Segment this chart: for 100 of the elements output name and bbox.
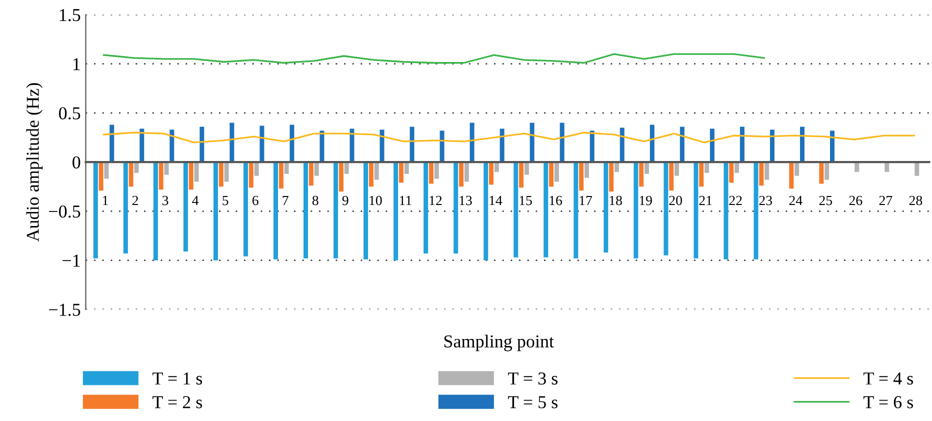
y-tick-label: 1 [73, 58, 80, 70]
bar [794, 162, 800, 176]
bar [123, 162, 128, 254]
x-tick-label: 11 [400, 196, 412, 206]
bar [704, 162, 710, 173]
bar [224, 162, 229, 182]
bar [914, 162, 920, 176]
bar [729, 162, 734, 183]
bar [770, 130, 774, 162]
bar [230, 122, 234, 162]
x-tick-label: 5 [222, 196, 228, 206]
legend-label: T = 2 s [152, 396, 202, 408]
bar [560, 122, 564, 162]
x-tick-label: 7 [282, 196, 288, 206]
bar [639, 162, 644, 187]
x-tick-label: 6 [252, 196, 258, 206]
bar [440, 130, 444, 162]
bar [590, 130, 594, 162]
x-tick-label: 22 [729, 196, 742, 206]
x-tick-label: 28 [909, 196, 922, 206]
bar [514, 162, 518, 258]
bar [200, 126, 204, 162]
y-tick-label: 1.5 [60, 9, 80, 22]
bar [254, 162, 259, 176]
legend-label: T = 4 s [863, 372, 913, 385]
bar [248, 162, 254, 188]
bar [519, 162, 524, 188]
bar [398, 162, 404, 183]
bar [549, 162, 554, 187]
bar [188, 162, 194, 190]
bar [464, 162, 469, 182]
bar [740, 126, 744, 162]
bar [428, 162, 434, 184]
x-tick-label: 25 [819, 196, 832, 206]
x-tick-label: 24 [789, 196, 802, 206]
y-tick-label: −0.5 [49, 205, 80, 218]
y-tick-label: −1 [62, 254, 80, 267]
bar [459, 162, 464, 187]
bar [500, 128, 504, 162]
bar [290, 124, 294, 162]
x-tick-label: 10 [370, 196, 382, 206]
bar [140, 128, 144, 162]
x-tick-label: 21 [699, 196, 712, 206]
legend-label: T = 1 s [152, 372, 202, 385]
bar [754, 162, 758, 260]
bar [694, 162, 698, 258]
x-axis-title: Sampling point [444, 334, 554, 352]
bar [764, 162, 770, 180]
bar [338, 162, 344, 192]
bar [434, 162, 439, 179]
bar [884, 162, 890, 172]
bar [830, 130, 834, 162]
bar [134, 162, 139, 173]
bar [104, 162, 109, 179]
bar [158, 162, 164, 190]
bar [854, 162, 860, 172]
bar [110, 124, 114, 162]
bar [304, 162, 308, 258]
x-tick-label: 13 [460, 196, 472, 206]
x-tick-label: 23 [759, 196, 772, 206]
bar [620, 128, 624, 162]
x-tick-label: 8 [312, 196, 318, 206]
x-tick-label: 20 [669, 196, 682, 206]
legend-label: T = 3 s [508, 372, 558, 385]
y-axis-title: Audio amplitude (Hz) [26, 83, 43, 242]
bar [724, 162, 728, 260]
bar [554, 162, 559, 182]
bar [454, 162, 458, 254]
bar [164, 162, 169, 175]
bar [544, 162, 548, 258]
bar [308, 162, 314, 186]
bar [530, 122, 534, 162]
bar [584, 162, 589, 178]
x-tick-label: 14 [490, 196, 502, 206]
bar [800, 126, 804, 162]
bar [579, 162, 584, 191]
x-tick-label: 3 [162, 196, 168, 206]
bar [213, 162, 218, 260]
bar [819, 162, 824, 184]
bar [710, 128, 714, 162]
bar [273, 162, 278, 260]
bar [634, 162, 638, 258]
bar [424, 162, 428, 254]
bar [128, 162, 134, 187]
bar [368, 162, 374, 187]
x-tick-label: 26 [849, 196, 862, 206]
bar [278, 162, 284, 189]
bar [183, 162, 188, 252]
bar [524, 162, 529, 175]
bar [644, 162, 649, 174]
bar [153, 162, 158, 260]
bar [284, 162, 289, 174]
y-tick-label: 0.5 [59, 107, 80, 120]
x-tick-label: 16 [550, 196, 562, 206]
x-tick-label: 27 [879, 196, 892, 206]
bar [93, 162, 98, 258]
bar [789, 162, 794, 189]
line-series [102, 132, 916, 144]
legend-label: T = 6 s [863, 396, 913, 408]
bar [344, 162, 349, 174]
